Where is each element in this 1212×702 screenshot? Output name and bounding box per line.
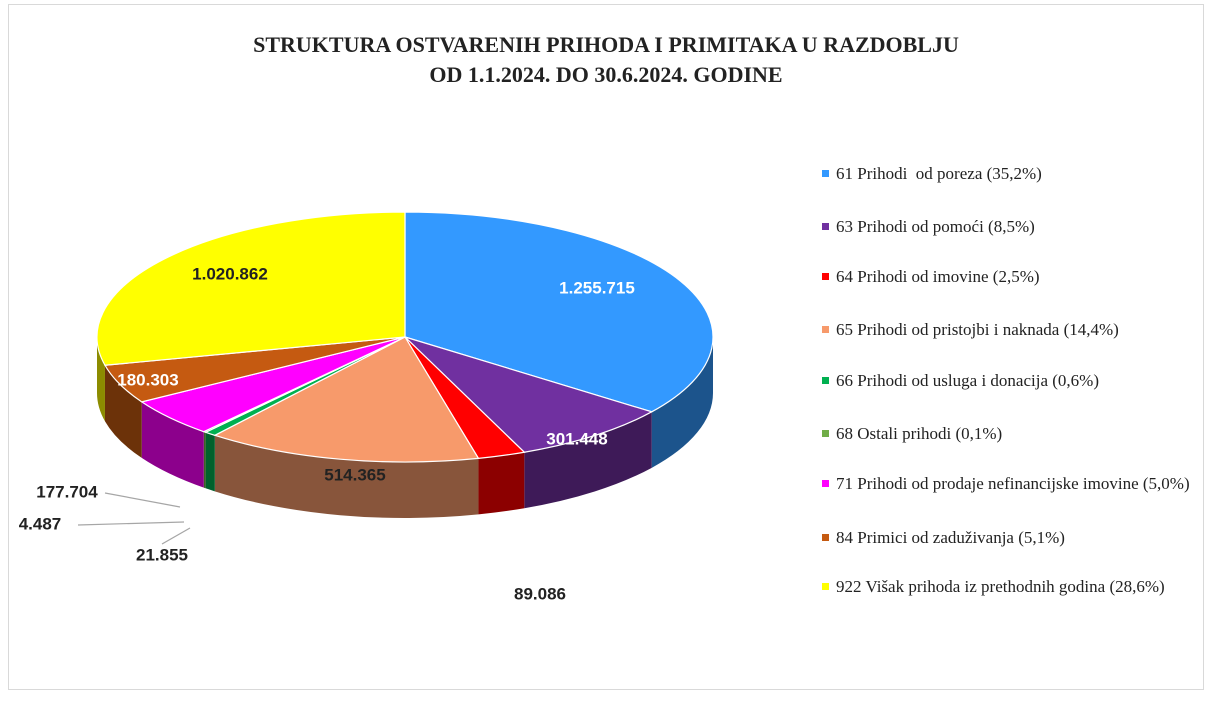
- legend-item: 68 Ostali prihodi (0,1%): [822, 422, 1211, 445]
- pie-side: [524, 411, 652, 509]
- data-label: 177.704: [36, 482, 98, 501]
- legend-label: 922 Višak prihoda iz prethodnih godina (…: [836, 577, 1165, 596]
- legend-swatch: [822, 170, 829, 177]
- legend-label: 71 Prihodi od prodaje nefinancijske imov…: [836, 474, 1190, 493]
- legend-swatch: [822, 480, 829, 487]
- pie-side: [214, 435, 479, 518]
- data-label: 89.086: [514, 584, 566, 603]
- title-line: STRUKTURA OSTVARENIH PRIHODA I PRIMITAKA…: [253, 32, 959, 57]
- pie-side: [203, 431, 206, 489]
- data-label: 4.487: [19, 514, 62, 533]
- pie-slice: [96, 211, 406, 366]
- pie-side: [141, 401, 204, 488]
- legend-item: 84 Primici od zaduživanja (5,1%): [822, 526, 1211, 549]
- pie-slice: [213, 336, 480, 463]
- data-label: 1.020.862: [192, 264, 268, 283]
- legend-label: 66 Prihodi od usluga i donacija (0,6%): [836, 371, 1099, 390]
- legend-swatch: [822, 273, 829, 280]
- legend-label: 61 Prihodi od poreza (35,2%): [836, 164, 1042, 183]
- data-label: 514.365: [324, 465, 385, 484]
- data-label: 21.855: [136, 545, 188, 564]
- data-label: 1.255.715: [559, 278, 635, 297]
- legend-item: 922 Višak prihoda iz prethodnih godina (…: [822, 575, 1211, 598]
- leader-line: [77, 521, 185, 526]
- pie-slice: [404, 211, 714, 413]
- legend-item: 64 Prihodi od imovine (2,5%): [822, 265, 1211, 288]
- legend-item: 71 Prihodi od prodaje nefinancijske imov…: [822, 472, 1211, 495]
- legend-item: 65 Prihodi od pristojbi i naknada (14,4%…: [822, 318, 1211, 341]
- legend-swatch: [822, 534, 829, 541]
- chart-title: STRUKTURA OSTVARENIH PRIHODA I PRIMITAKA…: [0, 30, 1212, 90]
- pie-side: [651, 337, 713, 468]
- data-label: 180.303: [117, 370, 178, 389]
- legend-item: 66 Prihodi od usluga i donacija (0,6%): [822, 369, 1211, 392]
- legend-label: 64 Prihodi od imovine (2,5%): [836, 267, 1040, 286]
- title-line: OD 1.1.2024. DO 30.6.2024. GODINE: [429, 62, 783, 87]
- pie-side: [104, 365, 142, 458]
- pie-side: [97, 337, 105, 422]
- pie-side: [478, 452, 525, 515]
- legend-item: 61 Prihodi od poreza (35,2%): [822, 162, 1211, 185]
- legend-item: 63 Prihodi od pomoći (8,5%): [822, 215, 1211, 238]
- legend-swatch: [822, 326, 829, 333]
- legend-label: 65 Prihodi od pristojbi i naknada (14,4%…: [836, 320, 1119, 339]
- legend-swatch: [822, 377, 829, 384]
- leader-line: [161, 527, 191, 545]
- data-label: 301.448: [546, 429, 607, 448]
- legend-label: 68 Ostali prihodi (0,1%): [836, 424, 1003, 443]
- pie-slice: [404, 336, 654, 453]
- legend-label: 63 Prihodi od pomoći (8,5%): [836, 217, 1035, 236]
- legend-swatch: [822, 223, 829, 230]
- legend-swatch: [822, 583, 829, 590]
- legend-swatch: [822, 430, 829, 437]
- leader-line: [104, 492, 181, 508]
- pie-side: [205, 432, 215, 492]
- legend-label: 84 Primici od zaduživanja (5,1%): [836, 528, 1065, 547]
- chart-frame: [8, 4, 1204, 690]
